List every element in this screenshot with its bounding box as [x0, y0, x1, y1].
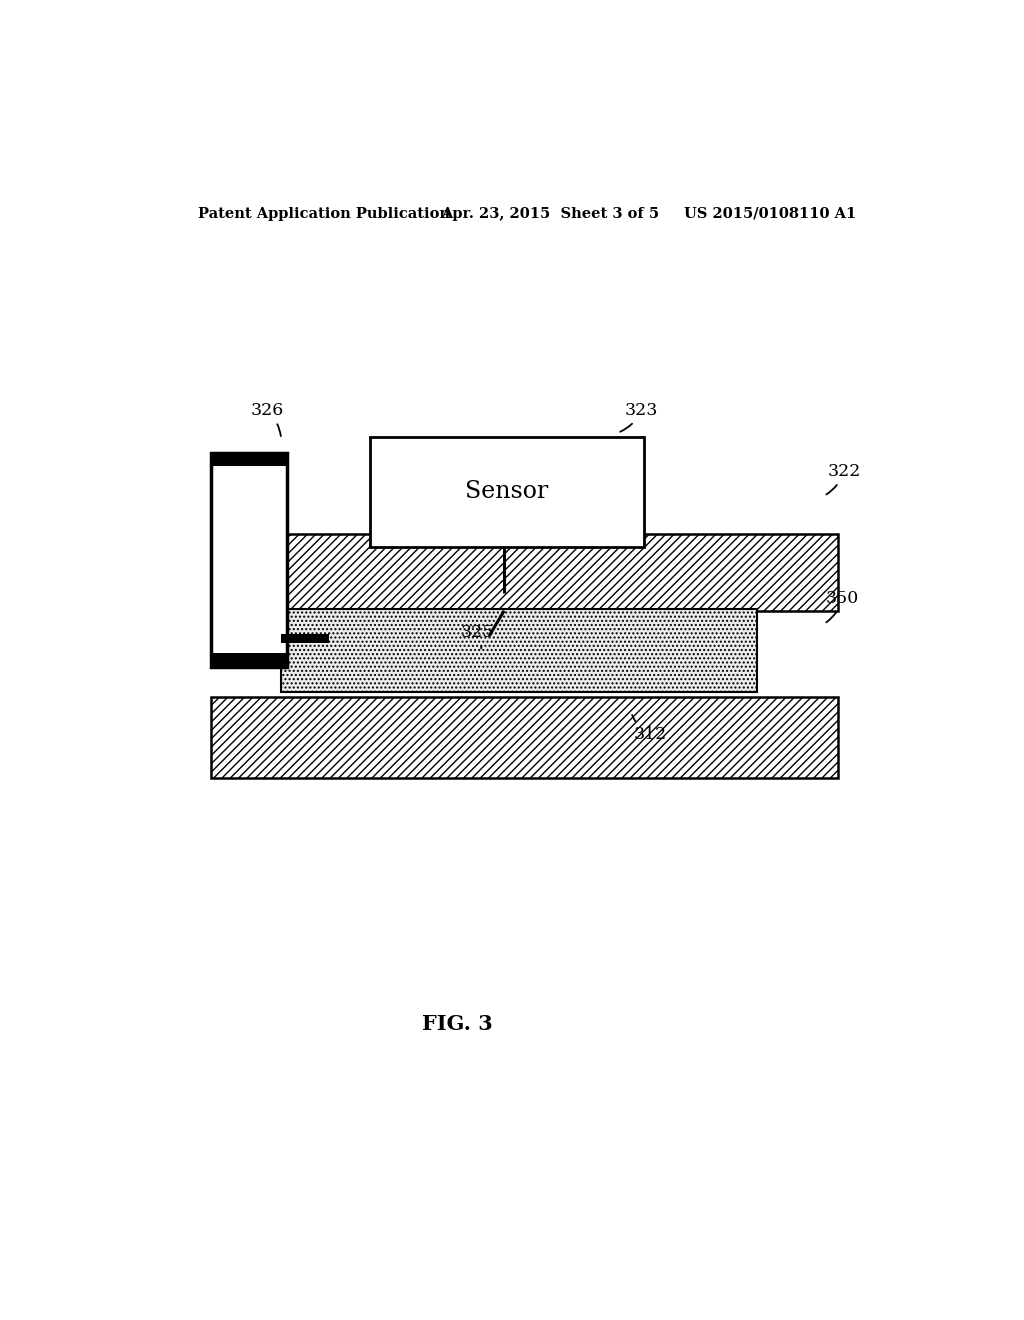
Text: Apr. 23, 2015  Sheet 3 of 5: Apr. 23, 2015 Sheet 3 of 5: [441, 207, 659, 220]
Bar: [211, 453, 287, 466]
Text: 312: 312: [632, 715, 667, 743]
Text: 323: 323: [621, 403, 658, 432]
Bar: [211, 453, 287, 667]
Text: Patent Application Publication: Patent Application Publication: [198, 207, 450, 220]
Bar: [370, 437, 644, 546]
Text: 325: 325: [461, 623, 494, 648]
Text: US 2015/0108110 A1: US 2015/0108110 A1: [684, 207, 856, 220]
Text: FIG. 3: FIG. 3: [422, 1014, 493, 1035]
Text: Sensor: Sensor: [465, 480, 549, 503]
Bar: [211, 653, 287, 667]
Text: 322: 322: [826, 463, 860, 495]
Text: 326: 326: [250, 403, 284, 436]
Bar: [211, 697, 839, 779]
Bar: [282, 609, 758, 692]
Bar: [282, 634, 329, 643]
Text: 350: 350: [825, 590, 859, 622]
Bar: [211, 535, 839, 611]
